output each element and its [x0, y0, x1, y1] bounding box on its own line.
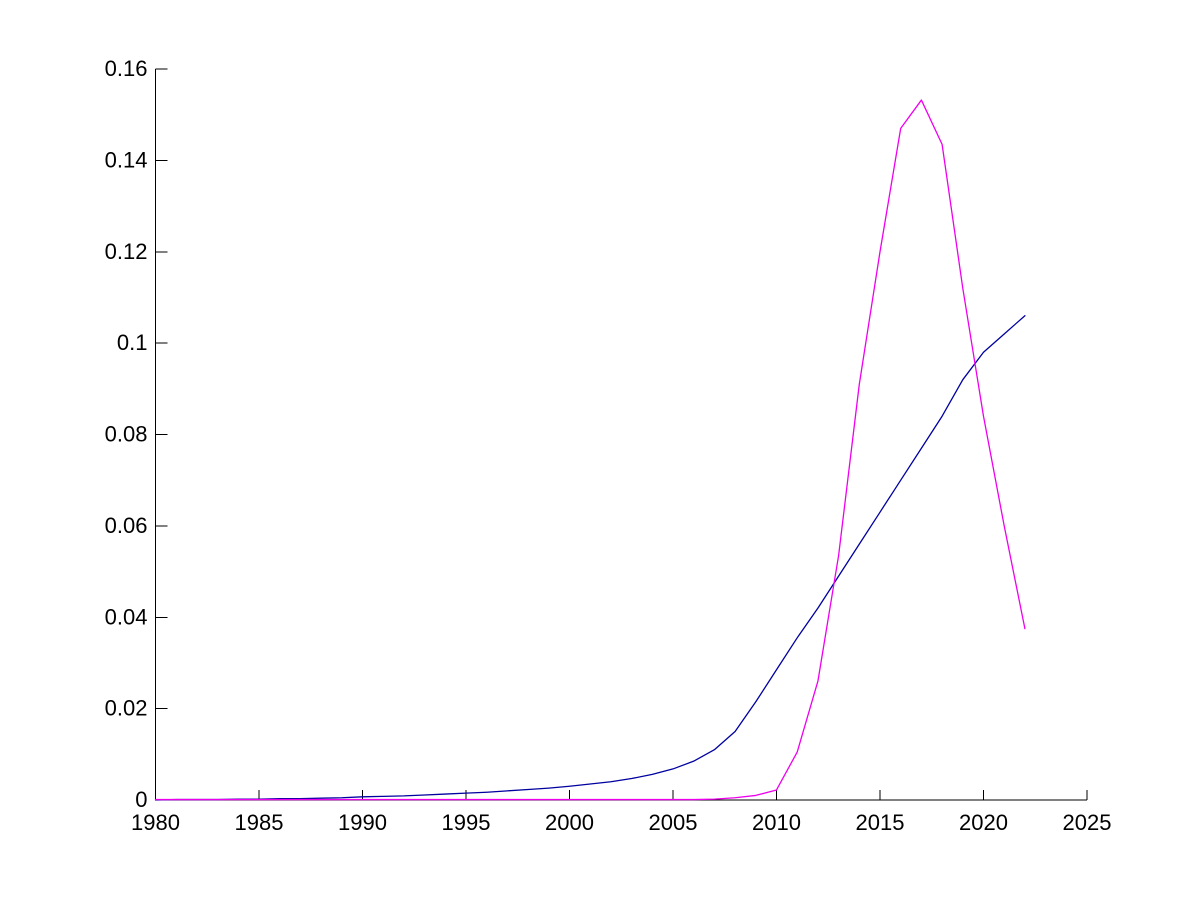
x-tick-label: 2015	[856, 810, 905, 835]
x-tick-label: 1980	[131, 810, 180, 835]
y-tick-label: 0.16	[105, 56, 148, 81]
x-tick-label: 2025	[1063, 810, 1112, 835]
x-tick-label: 2010	[752, 810, 801, 835]
series-layer	[154, 99, 1026, 801]
x-tick-label: 2020	[959, 810, 1008, 835]
x-tick-label: 2005	[649, 810, 698, 835]
x-tick-label: 1990	[338, 810, 387, 835]
y-tick-label: 0.14	[105, 147, 148, 172]
y-tick-label: 0.1	[117, 330, 148, 355]
axes-layer: 1980 1985 1990 1995 2000 2005 2010 2015 2020 2025…	[105, 56, 1112, 835]
y-tick-label: 0.06	[105, 513, 148, 538]
x-tick-label: 1985	[235, 810, 284, 835]
y-tick-label: 0.02	[105, 696, 148, 721]
y-tick-label: 0.04	[105, 604, 148, 629]
x-tick-label: 2000	[545, 810, 594, 835]
series-line-magenta	[154, 99, 1026, 801]
y-tick-label: 0.12	[105, 239, 148, 264]
y-tick-label: 0.08	[105, 422, 148, 447]
x-tick-label: 1995	[442, 810, 491, 835]
y-tick-label: 0	[135, 787, 147, 812]
series-line-blue	[154, 315, 1026, 801]
